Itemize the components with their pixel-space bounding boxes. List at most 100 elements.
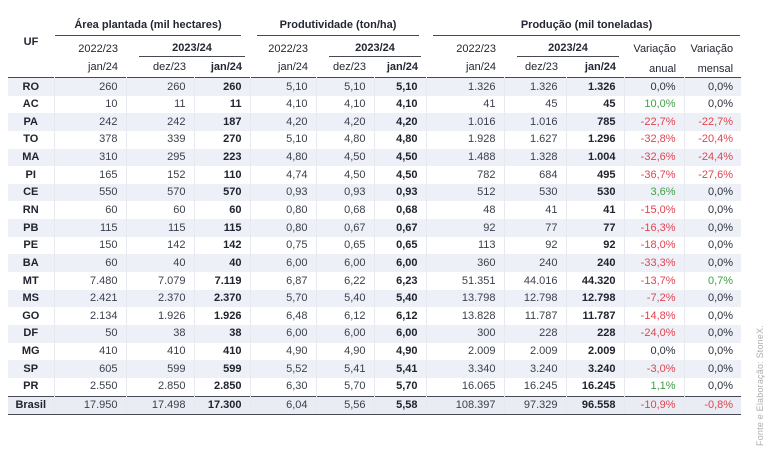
producao-prev-cell: 782 [426,166,505,184]
prod-dez23-cell: 6,22 [316,272,375,290]
var-mensal-cell: 0,0% [708,345,734,358]
season-header-row: 2022/23 2023/24 2022/23 2023/24 2022/23 … [8,37,741,58]
prod-jan24-cell: 0,68 [374,201,427,220]
area-prev-cell: 378 [54,130,127,149]
table-row: DF 50 38 38 6,00 6,00 6,00 300 228 228 -… [8,324,742,343]
area-season-curr: 2023/24 [126,37,250,58]
producao-season-curr: 2023/24 [504,37,624,58]
uf-cell: PA [8,113,55,131]
var-anual-cell: -33,3% [624,254,685,273]
prod-prev-cell: 4,74 [250,166,317,184]
area-dez23-cell: 142 [126,236,195,255]
uf-cell: MA [8,148,55,167]
var-anual-cell: 10,0% [624,95,685,114]
producao-dez23-cell: 41 [504,201,567,220]
table-row: MG 410 410 410 4,90 4,90 4,90 2.009 2.00… [8,342,741,361]
producao-jan24-cell: 785 [566,113,625,131]
producao-prev-cell: 113 [426,236,505,255]
area-jan24-cell: 40 [194,254,251,273]
producao-jan24-cell: 1.004 [566,148,625,167]
producao-prev-cell: 1.326 [426,76,505,96]
prod-jan24-cell: 4,50 [374,148,427,167]
area-prev-cell: 115 [54,219,127,237]
month-header-row: jan/24 dez/23 jan/24 jan/24 dez/23 jan/2… [8,58,741,78]
producao-prev-cell: 300 [426,324,505,343]
uf-cell: PI [8,166,55,184]
group-label-area: Área plantada (mil hectares) [55,7,242,36]
producao-prev-cell: 2.009 [426,342,505,361]
prod-dez23-cell: 4,50 [316,166,375,184]
area-jan24-cell: 17.300 [194,395,251,416]
var-anual-cell: -36,7% [624,166,685,184]
prod-prev-cell: 6,48 [250,307,317,325]
prod-dez23-cell: 5,70 [316,377,375,397]
area-dez23-cell: 260 [126,76,195,96]
producao-jan24-cell: 12.798 [566,289,625,308]
var-anual-cell: -3,0% [624,360,685,378]
producao-jan24-cell: 45 [566,95,625,114]
area-dez23-cell: 152 [126,166,195,184]
table-row: PI 165 152 110 4,74 4,50 4,50 782 684 49… [8,166,741,184]
producao-season-prev: 2022/23 [456,42,497,55]
producao-dez23-cell: 77 [504,219,567,237]
producao-dez23-cell: 44.016 [504,272,567,290]
table-row: CE 550 570 570 0,93 0,93 0,93 512 530 53… [8,183,742,202]
var-mensal-cell: 0,0% [708,380,734,393]
uf-cell: DF [8,324,55,343]
area-dez23-cell: 60 [126,201,195,220]
uf-cell: PR [8,377,55,397]
var-mensal-header-line2: mensal [697,62,734,75]
producao-month-jan: jan/24 [584,61,617,73]
prod-jan24-cell: 6,12 [374,307,427,325]
prod-dez23-cell: 5,56 [316,395,375,416]
prod-dez23-cell: 6,00 [316,324,375,343]
prod-dez23-cell: 4,80 [316,130,375,149]
producao-prev-cell: 41 [426,95,505,114]
area-prev-cell: 2.421 [54,289,127,308]
var-anual-header-line2: anual [649,62,677,75]
prod-month-jan: jan/24 [386,61,419,73]
var-mensal-cell: 0,0% [708,203,734,216]
prod-prev-cell: 0,80 [250,201,317,220]
prod-prev-cell: 6,30 [250,377,317,397]
area-jan24-cell: 11 [194,95,251,114]
area-prev-cell: 310 [54,148,127,167]
producao-dez23-cell: 1.326 [504,76,567,96]
area-prev-cell: 605 [54,360,127,378]
uf-cell: Brasil [8,395,55,416]
var-anual-cell: 0,0% [624,342,685,361]
var-anual-cell: -14,8% [624,307,685,325]
var-mensal-cell: -24,4% [684,148,742,167]
area-jan24-cell: 38 [194,324,251,343]
prod-prev-cell: 6,87 [250,272,317,290]
producao-prev-cell: 13.798 [426,289,505,308]
prod-prev-cell: 4,20 [250,113,317,131]
producao-dez23-cell: 92 [504,236,567,255]
area-prev-cell: 260 [54,76,127,96]
area-dez23-cell: 2.370 [126,289,195,308]
prod-dez23-cell: 5,41 [316,360,375,378]
var-anual-cell: -32,6% [624,148,685,167]
table-row: MT 7.480 7.079 7.119 6,87 6,22 6,23 51.3… [8,272,741,290]
prod-dez23-cell: 0,93 [316,183,375,202]
var-mensal-cell: 0,0% [684,254,742,273]
area-jan24-cell: 7.119 [194,272,251,290]
area-prev-cell: 50 [54,324,127,343]
producao-jan24-cell: 92 [566,236,625,255]
producao-prev-cell: 108.397 [426,395,505,416]
producao-jan24-cell: 1.296 [566,130,625,149]
var-mensal-cell: 0,0% [684,219,742,237]
area-jan24-cell: 260 [194,76,251,96]
area-dez23-cell: 242 [126,113,195,131]
uf-cell: AC [8,95,55,114]
area-prev-cell: 60 [54,254,127,273]
producao-dez23-cell: 684 [504,166,567,184]
table-row: PB 115 115 115 0,80 0,67 0,67 92 77 77 -… [8,219,742,237]
prod-dez23-cell: 0,68 [316,201,375,220]
prod-dez23-cell: 4,10 [316,95,375,114]
uf-cell: PE [8,236,55,255]
producao-dez23-cell: 1.627 [504,130,567,149]
area-dez23-cell: 295 [126,148,195,167]
producao-dez23-cell: 11.787 [504,307,567,325]
producao-month-prev: jan/24 [466,61,497,73]
